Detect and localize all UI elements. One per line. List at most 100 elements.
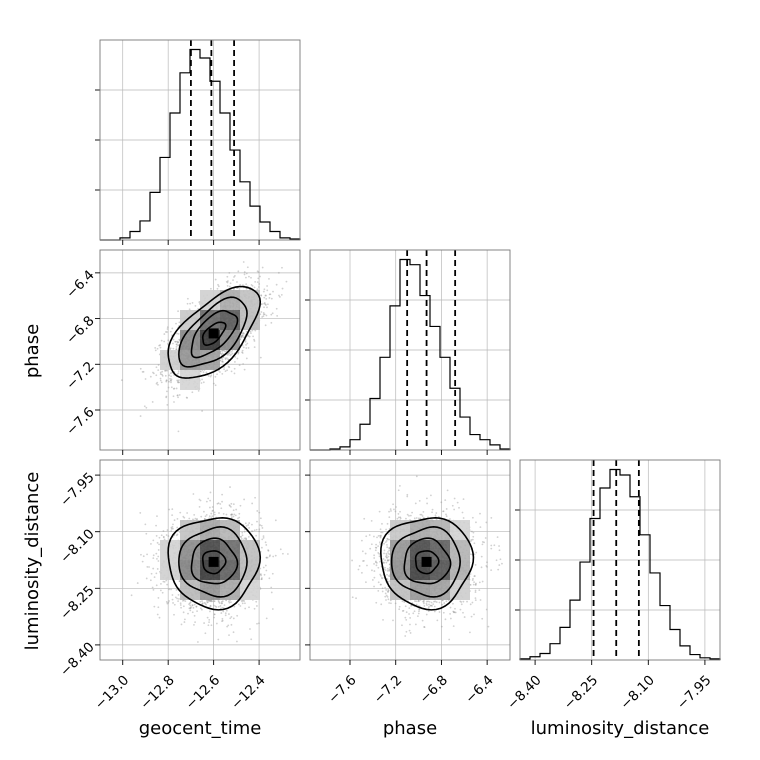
histogram-geocent-time (100, 48, 301, 241)
sample-point (208, 515, 211, 518)
sample-point (224, 370, 227, 373)
sample-point (217, 283, 219, 286)
sample-point (233, 513, 236, 516)
sample-point (247, 524, 250, 526)
sample-point (145, 577, 148, 580)
sample-point (176, 394, 179, 397)
sample-point (265, 569, 268, 572)
sample-point (160, 381, 163, 384)
sample-point (271, 572, 274, 575)
sample-point (263, 302, 266, 304)
sample-point (169, 347, 172, 350)
sample-point (266, 556, 269, 559)
sample-point (272, 555, 275, 558)
hist-panel-geocent-time (95, 39, 301, 245)
sample-point (189, 607, 192, 609)
sample-point (130, 594, 133, 597)
sample-point (210, 600, 213, 603)
density-cell (180, 350, 200, 370)
sample-point (261, 303, 263, 305)
sample-point (224, 358, 227, 361)
sample-point (267, 303, 269, 306)
sample-point (243, 600, 245, 603)
panel-frame (309, 249, 511, 451)
sample-point (232, 503, 235, 506)
sample-point (193, 513, 196, 516)
sample-point (255, 534, 258, 537)
sample-point (254, 329, 257, 332)
sample-point (228, 272, 231, 274)
sample-point (231, 513, 233, 516)
sample-point (249, 332, 252, 335)
sample-point (204, 515, 207, 518)
sample-point (175, 322, 177, 325)
sample-point (186, 396, 189, 399)
sample-point (241, 335, 244, 338)
sample-point (120, 379, 123, 382)
sample-point (182, 605, 185, 608)
sample-point (245, 287, 248, 290)
sample-point (260, 524, 263, 527)
sample-point (243, 537, 246, 540)
sample-point (192, 606, 195, 609)
sample-point (222, 349, 225, 352)
sample-point (175, 343, 178, 346)
sample-point (215, 622, 218, 625)
sample-point (261, 266, 264, 269)
sample-point (230, 513, 233, 516)
contour-line (178, 296, 248, 368)
sample-point (245, 357, 248, 360)
sample-point (221, 493, 224, 496)
sample-point (202, 381, 205, 384)
sample-point (170, 526, 173, 529)
sample-point (157, 606, 160, 609)
sample-point (245, 343, 247, 346)
sample-point (242, 261, 245, 263)
sample-point (191, 604, 194, 607)
sample-point (254, 496, 256, 499)
sample-point (176, 341, 179, 344)
sample-point (172, 395, 175, 398)
sample-point (210, 512, 213, 515)
sample-point (226, 369, 229, 372)
sample-point (262, 311, 265, 314)
sample-point (176, 381, 179, 384)
sample-point (161, 374, 164, 377)
sample-point (224, 350, 226, 353)
sample-point (146, 566, 149, 568)
sample-point (210, 374, 213, 377)
sample-point (221, 600, 224, 603)
sample-point (177, 341, 180, 343)
sample-point (217, 599, 220, 602)
sample-point (152, 372, 155, 375)
sample-point (213, 600, 216, 603)
sample-point (261, 546, 263, 549)
sample-point (153, 576, 156, 579)
sample-point (243, 368, 246, 371)
sample-point (216, 502, 219, 505)
sample-point (280, 293, 283, 296)
sample-point (155, 382, 158, 385)
sample-point (230, 502, 233, 505)
sample-point (264, 564, 267, 567)
sample-point (176, 526, 179, 529)
sample-point (265, 617, 268, 620)
sample-point (168, 600, 171, 602)
sample-point (222, 610, 225, 613)
sample-point (221, 602, 223, 605)
sample-point (194, 517, 197, 520)
sample-point (245, 272, 248, 275)
sample-point (237, 270, 240, 273)
density-cell (180, 310, 200, 330)
hist-panel-phase (305, 249, 511, 455)
sample-point (226, 625, 229, 628)
sample-point (197, 389, 200, 392)
sample-point (195, 605, 198, 608)
histogram-luminosity-distance (519, 468, 721, 660)
sample-point (263, 288, 266, 291)
sample-point (205, 500, 208, 503)
sample-point (245, 330, 248, 333)
sample-point (145, 532, 148, 535)
sample-point (209, 610, 211, 613)
sample-point (247, 347, 250, 349)
